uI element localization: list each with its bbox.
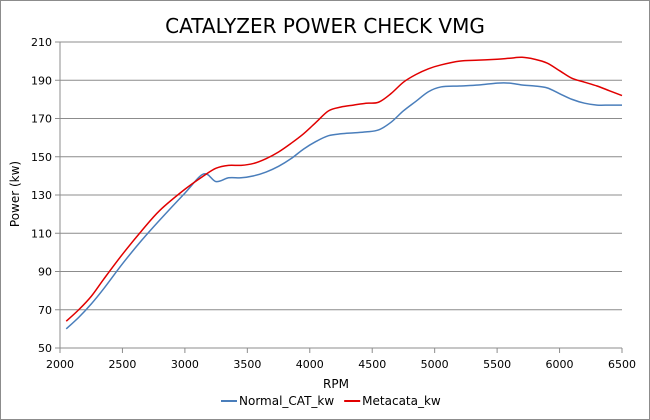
x-tick-label: 2000 (46, 358, 74, 371)
chart-title: CATALYZER POWER CHECK VMG (165, 14, 485, 38)
legend-label: Normal_CAT_kw (239, 394, 334, 408)
x-tick-label: 5000 (421, 358, 449, 371)
x-tick-label: 5500 (483, 358, 511, 371)
x-tick-label: 6500 (608, 358, 636, 371)
x-axis-ticks: 2000 2500 3000 3500 4000 4500 5000 5500 6000 6500 (46, 348, 636, 371)
legend: Normal_CAT_kw Metacata_kw (221, 394, 441, 408)
x-tick-label: 3000 (171, 358, 199, 371)
y-tick-label: 70 (38, 304, 52, 317)
y-tick-label: 130 (31, 189, 52, 202)
y-tick-label: 50 (38, 342, 52, 355)
series-line-1 (65, 82, 622, 330)
y-tick-label: 210 (31, 36, 52, 49)
x-tick-label: 2500 (108, 358, 136, 371)
x-tick-label: 6000 (546, 358, 574, 371)
gridlines (60, 41, 622, 311)
y-tick-label: 110 (31, 227, 52, 240)
x-axis-title: RPM (323, 377, 349, 391)
y-tick-label: 150 (31, 151, 52, 164)
y-tick-label: 170 (31, 113, 52, 126)
legend-label: Metacata_kw (362, 394, 441, 408)
y-axis-title: Power (kw) (8, 161, 22, 227)
x-tick-label: 4000 (296, 358, 324, 371)
y-tick-label: 90 (38, 266, 52, 279)
series-lines (65, 56, 623, 330)
y-tick-label: 190 (31, 74, 52, 87)
series-line-2 (65, 56, 623, 322)
x-tick-label: 3500 (233, 358, 261, 371)
x-tick-label: 4500 (358, 358, 386, 371)
y-axis-ticks: 50 70 90 110 130 150 170 190 210 (31, 36, 60, 355)
